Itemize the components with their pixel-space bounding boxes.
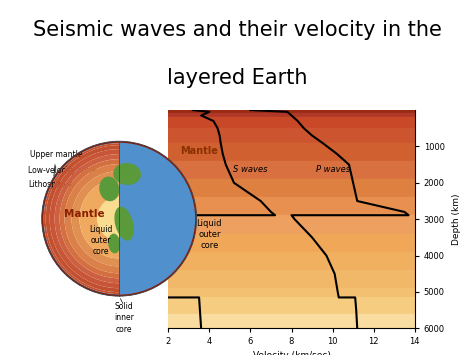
Bar [168, 252, 415, 270]
Wedge shape [42, 141, 119, 296]
Wedge shape [119, 141, 197, 296]
Text: layered Earth: layered Earth [167, 68, 307, 88]
Text: Seismic waves and their velocity in the: Seismic waves and their velocity in the [33, 20, 441, 40]
Wedge shape [97, 197, 119, 241]
Bar [168, 179, 415, 197]
Wedge shape [60, 159, 119, 278]
Bar [168, 234, 415, 252]
Bar [168, 314, 415, 328]
Wedge shape [50, 149, 119, 288]
X-axis label: Velocity (km/sec): Velocity (km/sec) [253, 351, 330, 355]
Bar [168, 197, 415, 215]
Bar [168, 128, 415, 143]
Bar [168, 215, 415, 234]
Y-axis label: Depth (km): Depth (km) [452, 193, 461, 245]
Wedge shape [42, 141, 119, 296]
Text: Solid
inner
core: Solid inner core [114, 302, 134, 334]
Text: Liquid
outer
core: Liquid outer core [90, 225, 113, 256]
Text: Mantle: Mantle [180, 146, 218, 156]
Bar [168, 143, 415, 161]
Wedge shape [64, 164, 119, 273]
Bar [168, 161, 415, 179]
Bar [168, 288, 415, 297]
Ellipse shape [113, 163, 141, 185]
Text: Low-velocity zone: Low-velocity zone [28, 166, 96, 188]
Wedge shape [80, 179, 119, 258]
Wedge shape [119, 141, 197, 296]
Text: Liquid
outer
core: Liquid outer core [197, 219, 222, 250]
Ellipse shape [114, 207, 134, 241]
Bar [168, 110, 415, 113]
Bar [168, 113, 415, 117]
Bar [168, 297, 415, 314]
Text: Mantle: Mantle [64, 209, 105, 219]
Ellipse shape [99, 176, 119, 201]
Ellipse shape [108, 234, 120, 253]
Wedge shape [46, 145, 119, 292]
Bar [168, 117, 415, 128]
Wedge shape [72, 171, 119, 266]
Wedge shape [55, 154, 119, 283]
Bar [168, 270, 415, 288]
Wedge shape [44, 143, 119, 294]
Text: S waves: S waves [233, 165, 268, 174]
Text: Lithosphere: Lithosphere [28, 180, 73, 200]
Text: Upper mantle: Upper mantle [30, 150, 82, 176]
Text: P waves: P waves [316, 165, 350, 174]
